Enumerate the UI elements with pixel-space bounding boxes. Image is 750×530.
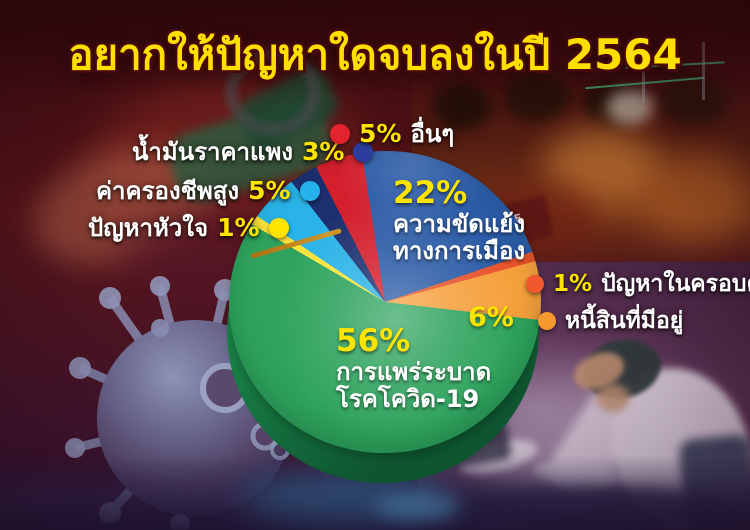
legend-heart: ปัญหาหัวใจ 1% [88, 208, 289, 247]
photo-blob [642, 152, 750, 242]
covid-line1: การแพร่ระบาด [336, 357, 492, 386]
legend-heart-pct: 1% [217, 213, 260, 242]
legend-others-label: อื่นๆ [410, 120, 455, 148]
legend-dot-oil [353, 141, 374, 162]
politics-line1: ความขัดแย้ง [393, 209, 526, 238]
legend-living-pct: 5% [248, 176, 291, 205]
covid-line2: โรคโควิด-19 [336, 384, 480, 413]
light-pole-shape [642, 50, 645, 102]
photo-blob [432, 82, 492, 130]
legend-living: ค่าครองชีพสูง 5% [96, 171, 320, 210]
politics-pct: 22% [393, 175, 468, 211]
page-title: อยากให้ปัญหาใดจบลงในปี 2564 [68, 30, 682, 79]
photo-blob [502, 72, 572, 122]
covid-pct: 56% [336, 323, 411, 359]
legend-debt: หนี้สินที่มีอยู่ [538, 303, 683, 339]
legend-dot-others [330, 123, 350, 144]
legend-family-label: ปัญหาในครอบครัว [601, 271, 750, 297]
politics-slice-label: 22% ความขัดแย้ง ทางการเมือง [393, 176, 525, 264]
man-face-shape [596, 384, 630, 412]
covid-slice-label: 56% การแพร่ระบาด โรคโควิด-19 [336, 324, 491, 412]
photo-blob [657, 74, 729, 126]
legend-debt-label: หนี้สินที่มีอยู่ [565, 308, 684, 334]
legend-dot-family [526, 275, 544, 293]
legend-dot-heart [268, 217, 289, 238]
legend-heart-label: ปัญหาหัวใจ [88, 214, 209, 242]
legend-family-pct: 1% [553, 271, 593, 297]
light-pole-shape [702, 42, 705, 100]
legend-others: 5% อื่นๆ [330, 114, 454, 153]
flag-blob [607, 90, 653, 124]
politics-line2: ทางการเมือง [393, 236, 526, 265]
photo-blob [375, 495, 460, 519]
legend-dot-debt [538, 312, 556, 330]
legend-dot-living [299, 180, 320, 201]
debt-slice-pct: 6% [468, 302, 514, 333]
legend-family: 1% ปัญหาในครอบครัว [526, 266, 750, 302]
legend-living-label: ค่าครองชีพสูง [96, 177, 240, 205]
legend-oil-label: น้ำมันราคาแพง [132, 138, 294, 166]
legend-others-pct: 5% [359, 119, 402, 148]
